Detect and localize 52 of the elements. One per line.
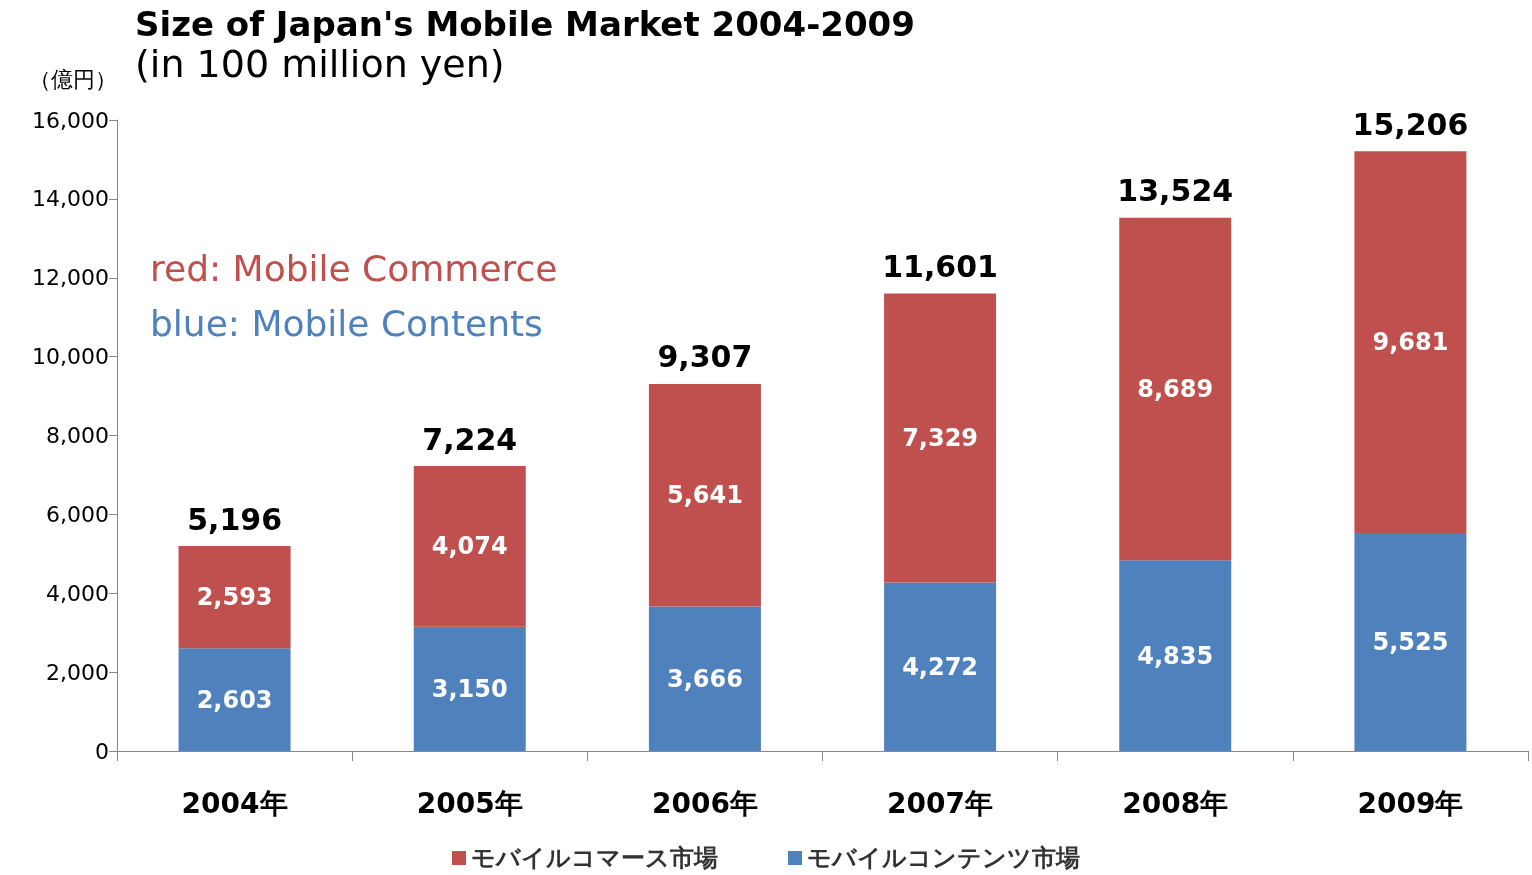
y-tick-label: 8,000 xyxy=(46,423,109,448)
data-label: 2,603 xyxy=(196,685,273,714)
bar xyxy=(178,546,291,649)
data-label: 9,681 xyxy=(1372,328,1449,357)
bar xyxy=(884,293,997,583)
total-label: 13,524 xyxy=(1117,173,1234,209)
x-tick-label: 2007年 xyxy=(887,786,994,820)
bar xyxy=(884,582,997,751)
data-label: 5,525 xyxy=(1372,628,1449,657)
total-label: 15,206 xyxy=(1352,106,1469,142)
bar xyxy=(1354,151,1467,534)
annotation: red: Mobile Commerce xyxy=(150,247,558,289)
data-label: 4,835 xyxy=(1137,641,1214,670)
chart-subtitle: (in 100 million yen) xyxy=(135,42,505,86)
total-label: 9,307 xyxy=(657,339,753,375)
x-tick-label: 2009年 xyxy=(1357,786,1464,820)
data-label: 3,150 xyxy=(431,674,508,703)
total-label: 7,224 xyxy=(422,421,518,457)
annotation: blue: Mobile Contents xyxy=(150,302,543,344)
y-axis-title: （億円） xyxy=(29,66,117,92)
data-label: 2,593 xyxy=(196,583,273,612)
total-label: 11,601 xyxy=(882,248,998,284)
bar xyxy=(1119,560,1232,751)
data-label: 4,074 xyxy=(431,532,508,561)
chart-title: Size of Japan's Mobile Market 2004-2009 xyxy=(135,4,915,44)
data-label: 3,666 xyxy=(666,664,743,693)
data-label: 5,641 xyxy=(666,481,743,510)
x-tick-label: 2004年 xyxy=(181,786,288,820)
y-tick-label: 14,000 xyxy=(32,186,109,212)
bar xyxy=(648,606,761,751)
data-label: 7,329 xyxy=(902,424,979,452)
y-tick-label: 6,000 xyxy=(46,501,109,527)
y-tick-label: 12,000 xyxy=(32,265,109,291)
total-label: 5,196 xyxy=(187,501,283,537)
y-tick-label: 4,000 xyxy=(46,580,109,606)
bar xyxy=(413,626,526,751)
bar xyxy=(178,648,291,751)
x-tick-label: 2008年 xyxy=(1122,786,1229,820)
data-label: 8,689 xyxy=(1137,374,1214,403)
data-label: 4,272 xyxy=(902,652,979,681)
bar xyxy=(1119,217,1232,561)
bar xyxy=(413,466,526,627)
legend-label: モバイルコンテンツ市場 xyxy=(807,844,1080,872)
x-tick-label: 2005年 xyxy=(416,786,523,820)
y-tick-label: 16,000 xyxy=(32,107,109,133)
y-tick-label: 10,000 xyxy=(32,344,109,370)
legend-label: モバイルコマース市場 xyxy=(471,844,718,872)
y-tick-label: 2,000 xyxy=(46,659,109,685)
x-tick-label: 2006年 xyxy=(651,786,758,820)
y-tick-label: 0 xyxy=(95,738,109,764)
bar xyxy=(648,383,761,607)
bar xyxy=(1354,533,1467,751)
